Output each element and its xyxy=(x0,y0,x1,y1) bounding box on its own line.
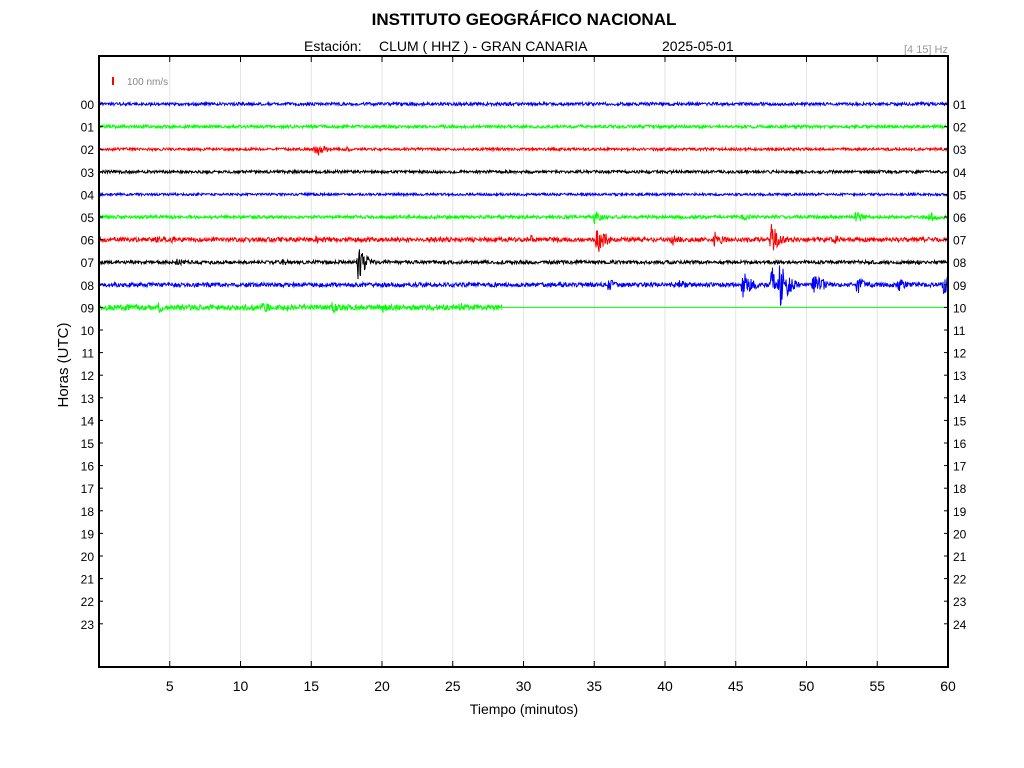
left-hour-label: 07 xyxy=(81,256,95,270)
x-tick-label: 45 xyxy=(728,678,744,694)
right-hour-label: 03 xyxy=(953,143,967,157)
left-hour-label: 00 xyxy=(81,98,95,112)
trace-hour-06 xyxy=(98,224,949,252)
left-hour-label: 21 xyxy=(81,573,95,587)
x-tick-label: 30 xyxy=(516,678,532,694)
right-hour-label: 02 xyxy=(953,121,967,135)
right-hour-label: 15 xyxy=(953,414,967,428)
left-hour-label: 08 xyxy=(81,279,95,293)
station-value: CLUM ( HHZ ) - GRAN CANARIA xyxy=(379,38,588,54)
right-hour-label: 09 xyxy=(953,279,967,293)
right-hour-label: 24 xyxy=(953,618,967,632)
right-hour-label: 21 xyxy=(953,550,967,564)
trace-hour-00 xyxy=(98,100,949,108)
x-tick-label: 50 xyxy=(799,678,815,694)
trace-hour-02 xyxy=(98,145,949,156)
left-hour-label: 13 xyxy=(81,392,95,406)
x-tick-label: 60 xyxy=(940,678,956,694)
x-axis-label: Tiempo (minutos) xyxy=(470,701,578,717)
seismogram-traces xyxy=(98,100,949,314)
right-hour-label: 08 xyxy=(953,256,967,270)
x-tick-label: 20 xyxy=(374,678,390,694)
x-tick-label: 55 xyxy=(869,678,885,694)
left-hour-label: 18 xyxy=(81,505,95,519)
right-hour-label: 01 xyxy=(953,98,967,112)
x-tick-label: 25 xyxy=(445,678,461,694)
right-hour-label: 12 xyxy=(953,347,967,361)
left-hour-labels: 00 01 02 03 04 05 06 07 08 09 10 11 12 13 14 15 16 17 18 19… xyxy=(81,98,103,632)
right-hour-labels: 01 02 03 04 05 06 07 08 09 10 11 12 13 14 15 16 17 18 19 20… xyxy=(944,98,967,632)
left-hour-label: 14 xyxy=(81,414,95,428)
x-tick-label: 35 xyxy=(586,678,602,694)
x-axis-ticks: 5 10 15 20 25 30 35 40 45 50 55 60 xyxy=(166,56,956,694)
right-hour-label: 23 xyxy=(953,595,967,609)
trace-hour-09 xyxy=(98,302,503,314)
right-hour-label: 04 xyxy=(953,166,967,180)
left-hour-label: 04 xyxy=(81,188,95,202)
left-hour-label: 19 xyxy=(81,527,95,541)
right-hour-label: 05 xyxy=(953,188,967,202)
left-hour-label: 06 xyxy=(81,234,95,248)
y-axis-label: Horas (UTC) xyxy=(55,322,72,407)
trace-hour-03 xyxy=(98,168,949,176)
filter-label: [4 15] Hz xyxy=(904,44,948,56)
station-label: Estación: xyxy=(304,38,362,54)
trace-hour-08 xyxy=(98,265,949,306)
trace-hour-01 xyxy=(98,123,949,131)
right-hour-label: 13 xyxy=(953,369,967,383)
trace-hour-05 xyxy=(98,211,949,225)
left-hour-label: 12 xyxy=(81,369,95,383)
x-tick-label: 5 xyxy=(166,678,174,694)
left-hour-label: 03 xyxy=(81,166,95,180)
right-hour-label: 22 xyxy=(953,573,967,587)
scale-bar-mark xyxy=(112,77,114,85)
right-hour-label: 20 xyxy=(953,527,967,541)
left-hour-label: 02 xyxy=(81,143,95,157)
x-tick-label: 10 xyxy=(233,678,249,694)
chart-title: INSTITUTO GEOGRÁFICO NACIONAL xyxy=(372,10,677,29)
right-hour-label: 17 xyxy=(953,460,967,474)
left-hour-label: 16 xyxy=(81,460,95,474)
left-hour-label: 20 xyxy=(81,550,95,564)
right-hour-label: 14 xyxy=(953,392,967,406)
left-hour-label: 05 xyxy=(81,211,95,225)
left-hour-label: 10 xyxy=(81,324,95,338)
right-hour-label: 07 xyxy=(953,234,967,248)
trace-hour-07 xyxy=(98,249,949,280)
x-tick-label: 15 xyxy=(303,678,319,694)
left-hour-label: 17 xyxy=(81,482,95,496)
left-hour-label: 11 xyxy=(82,347,95,361)
right-hour-label: 18 xyxy=(953,482,967,496)
right-hour-label: 19 xyxy=(953,505,967,519)
vertical-grid xyxy=(169,56,878,667)
left-hour-label: 22 xyxy=(81,595,95,609)
x-tick-label: 40 xyxy=(657,678,673,694)
right-hour-label: 06 xyxy=(953,211,967,225)
right-hour-label: 16 xyxy=(953,437,967,451)
scale-bar-label: 100 nm/s xyxy=(127,77,168,88)
left-hour-label: 23 xyxy=(81,618,95,632)
left-hour-label: 15 xyxy=(81,437,95,451)
left-hour-label: 09 xyxy=(81,301,95,315)
right-hour-label: 11 xyxy=(953,324,966,338)
left-hour-label: 01 xyxy=(81,121,95,135)
trace-hour-04 xyxy=(98,191,948,198)
right-hour-label: 10 xyxy=(953,301,967,315)
chart-date: 2025-05-01 xyxy=(662,38,734,54)
